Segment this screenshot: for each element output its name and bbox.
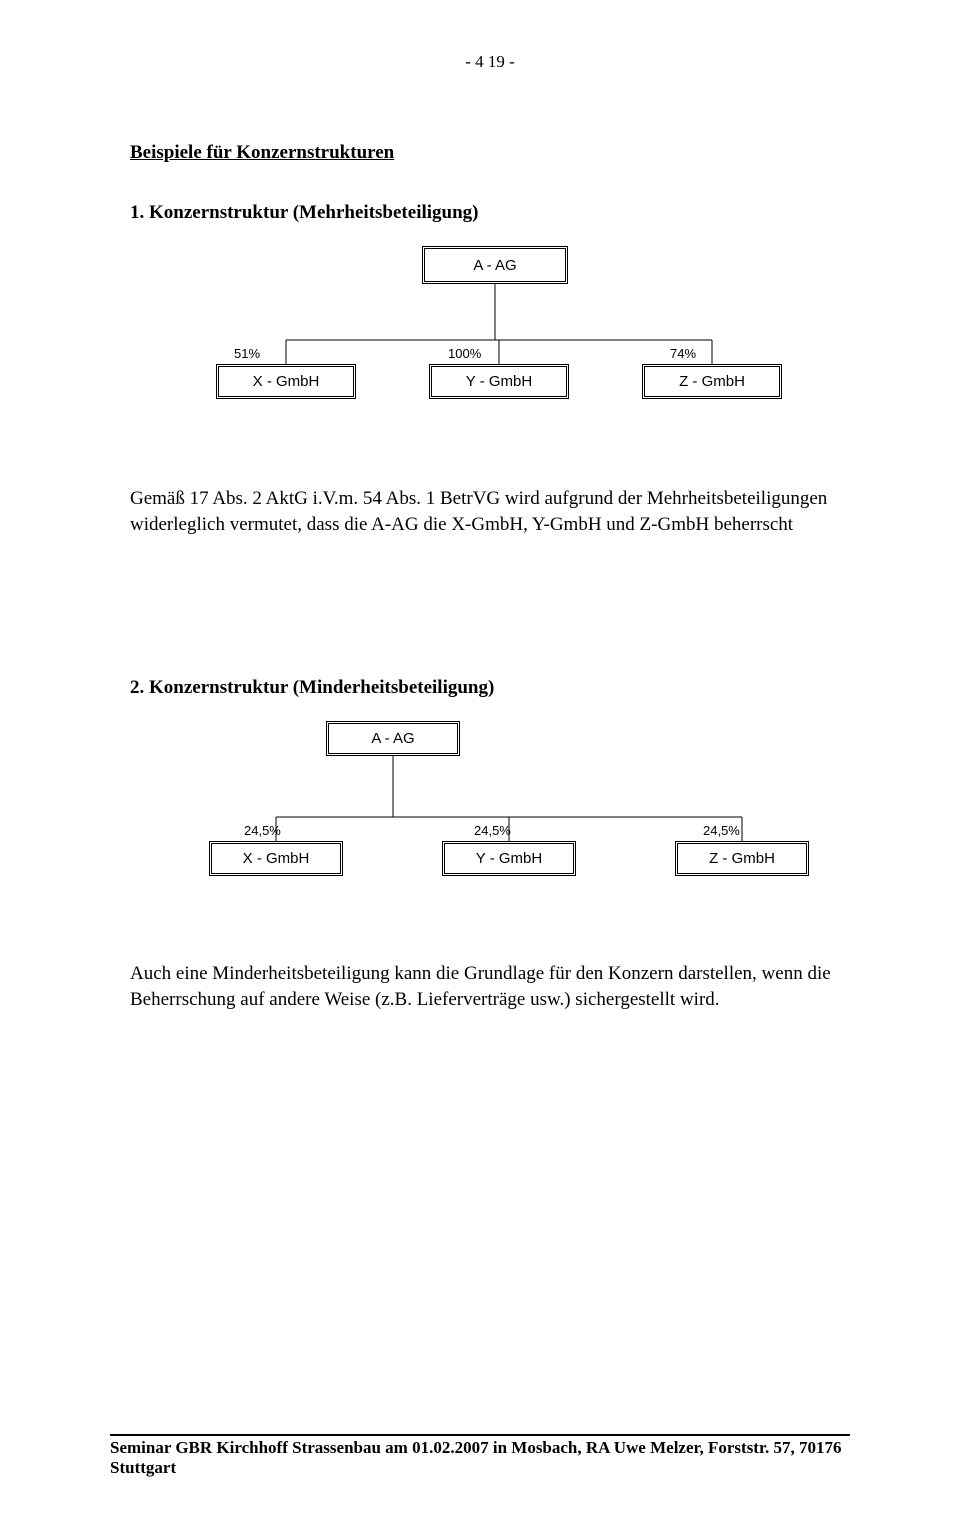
page-number: - 4 19 -	[130, 0, 850, 72]
org-chart-1: A - AG 51% X - GmbH 100% Y - GmbH 74% Z - GmbH	[130, 246, 850, 446]
ownership-percentage: 100%	[448, 346, 481, 361]
org-chart-2: A - AG 24,5% X - GmbH 24,5% Y - GmbH 24,5% Z -…	[130, 721, 850, 921]
section-heading-1: 1. Konzernstruktur (Mehrheitsbeteiligung…	[130, 202, 850, 224]
section-paragraph-1: Gemäß 17 Abs. 2 AktG i.V.m. 54 Abs. 1 Be…	[130, 486, 850, 537]
footer-text: Seminar GBR Kirchhoff Strassenbau am 01.…	[110, 1434, 850, 1478]
section-heading-2: 2. Konzernstruktur (Minderheitsbeteiligu…	[130, 677, 850, 699]
page: - 4 19 - Beispiele für Konzernstrukturen…	[0, 0, 960, 1522]
org-node-child: Z - GmbH	[642, 364, 782, 399]
ownership-percentage: 51%	[234, 346, 260, 361]
ownership-percentage: 24,5%	[474, 823, 511, 838]
ownership-percentage: 24,5%	[244, 823, 281, 838]
ownership-percentage: 24,5%	[703, 823, 740, 838]
page-title: Beispiele für Konzernstrukturen	[130, 142, 850, 164]
org-node-root: A - AG	[326, 721, 460, 756]
org-node-child: X - GmbH	[216, 364, 356, 399]
section-paragraph-2: Auch eine Minderheitsbeteiligung kann di…	[130, 961, 850, 1012]
org-node-child: Y - GmbH	[442, 841, 576, 876]
org-node-child: Z - GmbH	[675, 841, 809, 876]
ownership-percentage: 74%	[670, 346, 696, 361]
org-node-root: A - AG	[422, 246, 568, 284]
org-node-child: Y - GmbH	[429, 364, 569, 399]
org-node-child: X - GmbH	[209, 841, 343, 876]
